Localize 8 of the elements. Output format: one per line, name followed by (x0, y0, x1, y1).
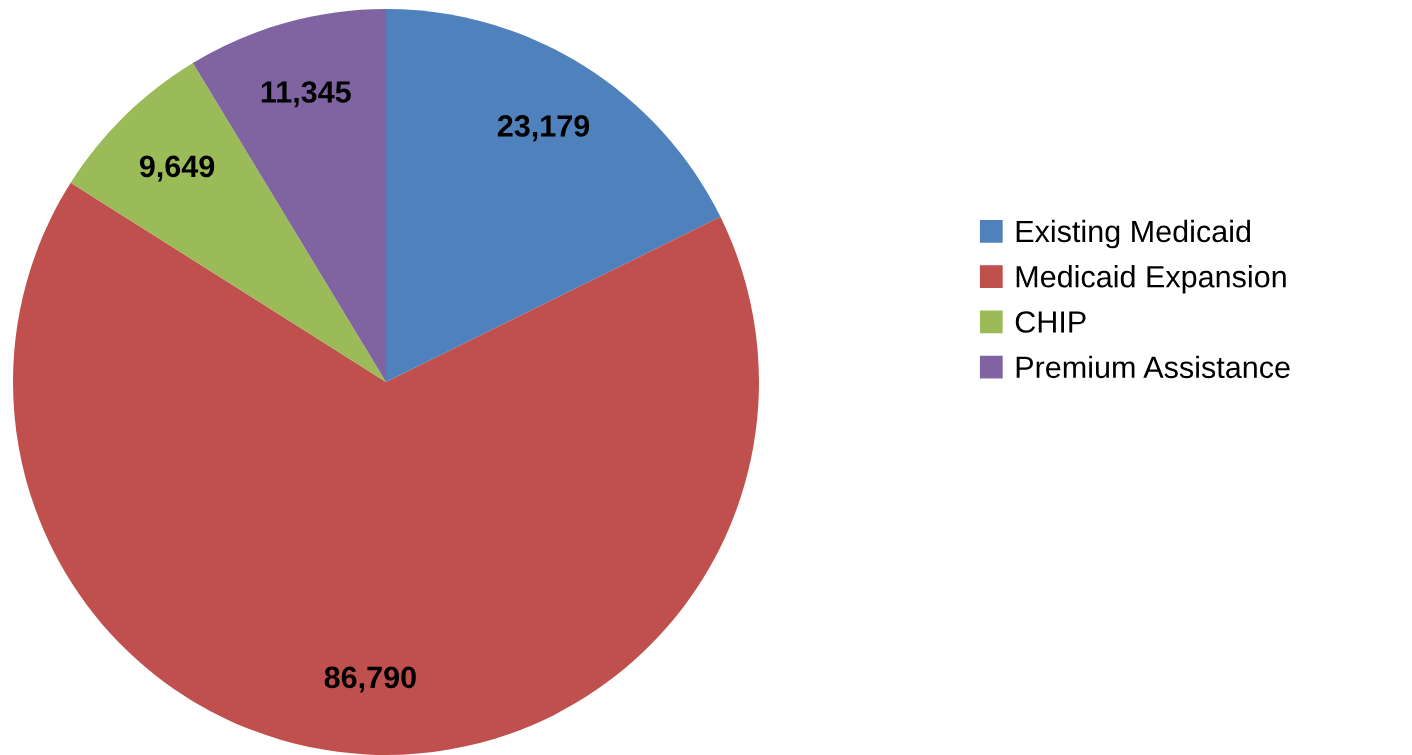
data-label: 23,179 (497, 115, 590, 142)
legend-label: Medicaid Expansion (1016, 265, 1286, 294)
legend-label: CHIP (1015, 311, 1086, 333)
data-label: 9,649 (139, 155, 215, 182)
legend-label: Existing Medicaid (1016, 219, 1250, 249)
data-label: 86,790 (324, 666, 416, 693)
data-label: 11,345 (261, 81, 351, 108)
legend-label: Premium Assistance (1016, 355, 1290, 379)
